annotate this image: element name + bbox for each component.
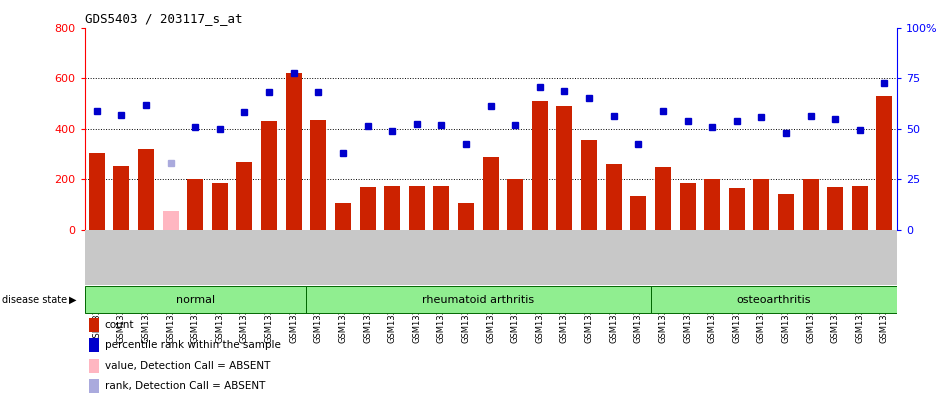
Bar (852, 185, 868, 230)
Text: rheumatoid arthritis: rheumatoid arthritis (423, 295, 534, 305)
Bar (483, 156, 499, 230)
Bar (630, 196, 646, 230)
Bar (89, 153, 105, 230)
Text: normal: normal (176, 295, 215, 305)
Bar (212, 183, 228, 230)
Bar (753, 179, 769, 230)
Bar (507, 179, 523, 230)
Bar (803, 179, 819, 230)
Bar (654, 167, 671, 230)
Text: value, Detection Call = ABSENT: value, Detection Call = ABSENT (105, 361, 270, 371)
Bar (876, 96, 892, 230)
Text: osteoarthritis: osteoarthritis (736, 295, 811, 305)
Bar (704, 179, 720, 230)
FancyBboxPatch shape (651, 286, 897, 313)
Bar (187, 179, 203, 230)
Bar (729, 188, 745, 230)
Text: count: count (105, 320, 134, 330)
Text: GDS5403 / 203117_s_at: GDS5403 / 203117_s_at (85, 12, 242, 25)
Text: ▶: ▶ (69, 295, 76, 305)
Text: rank, Detection Call = ABSENT: rank, Detection Call = ABSENT (105, 381, 265, 391)
Bar (458, 203, 474, 230)
Bar (88, 358, 99, 373)
Bar (531, 101, 547, 230)
Bar (88, 338, 99, 352)
Bar (88, 318, 99, 332)
Bar (557, 106, 573, 230)
Text: percentile rank within the sample: percentile rank within the sample (105, 340, 281, 350)
Bar (335, 203, 351, 230)
Bar (408, 185, 424, 230)
Bar (778, 195, 794, 230)
Bar (138, 149, 154, 230)
Bar (88, 379, 99, 393)
Bar (237, 162, 253, 230)
Bar (310, 120, 327, 230)
Bar (827, 187, 843, 230)
Bar (162, 211, 178, 230)
Bar (434, 185, 450, 230)
Bar (360, 187, 376, 230)
Bar (384, 185, 400, 230)
Bar (285, 73, 301, 230)
Bar (680, 183, 696, 230)
Bar (606, 164, 622, 230)
FancyBboxPatch shape (85, 286, 306, 313)
Bar (581, 140, 597, 230)
FancyBboxPatch shape (306, 286, 651, 313)
Bar (261, 121, 277, 230)
Bar (114, 166, 130, 230)
Text: disease state: disease state (2, 295, 67, 305)
